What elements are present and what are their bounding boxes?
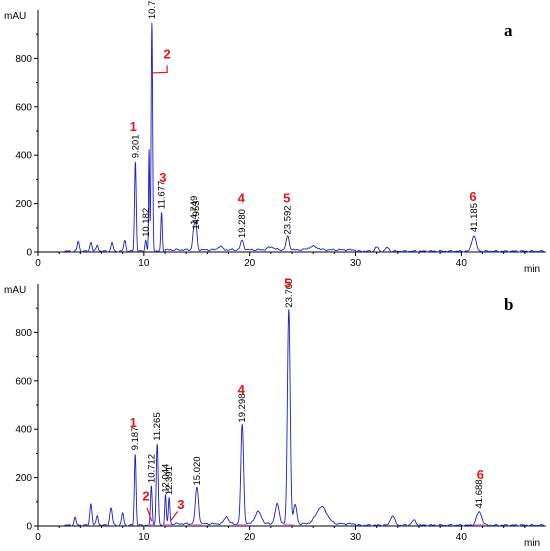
x-tick-label: 40: [456, 258, 468, 269]
retention-time-label: 19.298: [237, 394, 248, 423]
peak-number-marker: 1: [130, 119, 137, 134]
peak-number-marker: 2: [142, 489, 149, 504]
x-tick-label: 40: [456, 532, 468, 543]
y-tick-label: 800: [15, 328, 32, 339]
x-tick-label: 10: [138, 532, 150, 543]
peak-number-marker: 6: [477, 467, 484, 482]
retention-time-label: 10.182: [141, 208, 152, 237]
peak-number-marker: 5: [284, 276, 291, 291]
chromatogram-panel-b: mAU min b 0 200 400 600 800 0 10 20 30 40 23.700 19.29…: [4, 276, 547, 549]
chromatogram-trace: [64, 309, 547, 527]
retention-time-label: 12.044: [160, 464, 171, 493]
y-tick-label: 400: [15, 425, 32, 436]
y-tick-label: 800: [15, 54, 32, 65]
retention-time-label: 15.020: [192, 456, 203, 485]
retention-time-label: 11.677: [157, 181, 168, 209]
retention-time-label: 14.749: [189, 196, 200, 225]
chromatogram-trace: [64, 22, 547, 253]
x-tick-label: 30: [350, 532, 362, 543]
y-tick-label: 200: [15, 199, 32, 210]
x-tick-label: 0: [35, 532, 41, 543]
peak-number-marker: 3: [177, 497, 184, 512]
retention-time-label: 10.712: [146, 454, 157, 483]
retention-time-label: 9.201: [130, 134, 141, 158]
retention-time-label: 10.762: [147, 0, 158, 19]
x-tick-label: 20: [244, 532, 256, 543]
retention-time-label: 41.688: [474, 479, 485, 508]
peak-number-marker: 5: [283, 190, 290, 205]
peak-number-marker: 3: [159, 170, 166, 185]
panel-label: b: [504, 295, 513, 314]
y-tick-label: 200: [15, 473, 32, 484]
peak-number-marker: 1: [130, 415, 137, 430]
peak-3-leader-line: [169, 511, 179, 522]
retention-time-label: 9.187: [130, 427, 141, 451]
x-tick-label: 20: [244, 258, 256, 269]
x-tick-label: 30: [350, 258, 362, 269]
retention-time-label: 19.280: [237, 209, 248, 238]
retention-time-label: 12.391: [164, 466, 175, 495]
y-tick-label: 400: [15, 151, 32, 162]
y-tick-label: 600: [15, 376, 32, 387]
y-tick-label: 0: [26, 522, 32, 533]
retention-time-label: 41.185: [469, 203, 480, 232]
y-tick-label: 600: [15, 102, 32, 113]
peak-number-marker: 6: [469, 189, 476, 204]
y-tick-label: 0: [26, 248, 32, 259]
peak-number-marker: 4: [238, 382, 246, 397]
x-axis-unit-label: min: [524, 264, 540, 275]
retention-time-label: 11.265: [152, 412, 163, 440]
peak-number-marker: 4: [238, 190, 246, 205]
panel-label: a: [504, 21, 513, 40]
peak-number-marker: 2: [163, 46, 170, 61]
retention-time-label: 23.592: [283, 205, 294, 234]
y-axis-unit-label: mAU: [4, 285, 26, 296]
y-axis-unit-label: mAU: [4, 11, 26, 22]
x-axis-unit-label: min: [524, 538, 540, 549]
retention-time-label: 23.700: [284, 279, 295, 308]
peak-2-leader-line: [152, 65, 168, 74]
x-tick-label: 0: [35, 258, 41, 269]
peak-2-leader-line: [146, 507, 153, 522]
chromatogram-panel-a: mAU min a 0 200 400 600 800 0 10 20 30 40 10.762 9.201…: [4, 0, 547, 275]
retention-time-label: 14.953: [191, 201, 202, 230]
x-tick-label: 10: [138, 258, 150, 269]
